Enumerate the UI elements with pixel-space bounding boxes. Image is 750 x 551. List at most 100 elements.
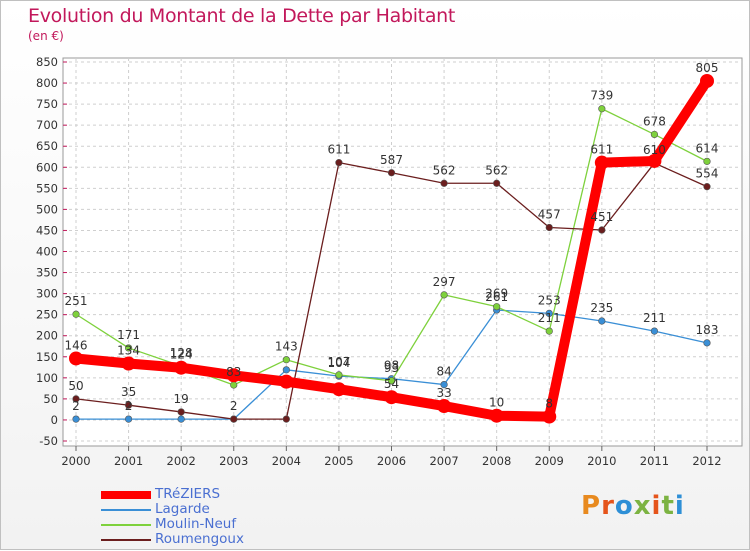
data-point bbox=[489, 408, 504, 423]
logo-letter: t bbox=[661, 491, 675, 521]
x-tick-label: 2010 bbox=[587, 454, 616, 468]
data-point bbox=[598, 105, 606, 113]
data-label: 2 bbox=[72, 399, 80, 413]
data-point bbox=[542, 409, 557, 424]
data-point bbox=[703, 339, 711, 347]
data-point bbox=[440, 380, 448, 389]
data-point bbox=[279, 374, 294, 389]
data-label: 93 bbox=[384, 361, 399, 375]
data-label: 269 bbox=[485, 287, 508, 301]
logo-letter: x bbox=[633, 491, 652, 521]
data-label: 457 bbox=[538, 207, 561, 221]
data-label: 84 bbox=[436, 365, 451, 379]
x-tick-label: 2000 bbox=[61, 454, 90, 468]
data-label: 562 bbox=[485, 163, 508, 177]
data-point bbox=[124, 415, 133, 423]
data-label: 83 bbox=[226, 365, 241, 379]
data-point bbox=[124, 401, 133, 409]
x-tick-label: 2009 bbox=[535, 454, 564, 468]
data-point bbox=[72, 310, 80, 318]
y-tick-label: 100 bbox=[36, 371, 58, 385]
x-tick-label: 2012 bbox=[692, 454, 721, 468]
data-label: 614 bbox=[696, 141, 719, 155]
data-label: 2 bbox=[230, 399, 238, 413]
data-point bbox=[493, 303, 501, 311]
x-tick-label: 2003 bbox=[219, 454, 248, 468]
data-label: 211 bbox=[538, 311, 561, 325]
x-tick-label: 2004 bbox=[272, 454, 301, 468]
data-point bbox=[335, 371, 343, 379]
x-tick-label: 2005 bbox=[324, 454, 353, 468]
y-tick-label: 800 bbox=[36, 76, 58, 90]
data-label: 678 bbox=[643, 114, 666, 128]
y-tick-label: 400 bbox=[36, 245, 58, 259]
y-tick-label: 700 bbox=[36, 118, 58, 132]
data-label: 10 bbox=[489, 396, 504, 410]
data-label: 146 bbox=[65, 338, 88, 352]
data-label: 554 bbox=[696, 167, 719, 181]
y-tick-label: 300 bbox=[36, 287, 58, 301]
data-label: 54 bbox=[384, 377, 399, 391]
data-point bbox=[230, 415, 238, 423]
legend-swatch-moulin-neuf bbox=[101, 524, 151, 526]
legend-label-moulin-neuf: Moulin-Neuf bbox=[155, 516, 237, 532]
data-point bbox=[72, 415, 80, 423]
proxiti-logo: Proxiti bbox=[581, 491, 685, 521]
data-point bbox=[387, 377, 396, 385]
y-tick-label: 850 bbox=[36, 55, 58, 69]
data-label: 739 bbox=[590, 89, 613, 103]
data-point bbox=[703, 183, 711, 191]
logo-letter: r bbox=[601, 491, 615, 521]
data-point bbox=[282, 356, 290, 364]
y-tick-label: 350 bbox=[36, 266, 58, 280]
y-tick-label: 0 bbox=[51, 413, 58, 427]
data-point bbox=[174, 360, 189, 375]
data-label: 261 bbox=[485, 290, 508, 304]
legend-swatch-treziers bbox=[101, 491, 151, 499]
data-label: 128 bbox=[170, 346, 193, 360]
y-tick-label: 600 bbox=[36, 160, 58, 174]
data-label: 611 bbox=[590, 143, 613, 157]
data-point bbox=[700, 73, 714, 88]
x-tick-label: 2008 bbox=[482, 454, 511, 468]
data-point bbox=[331, 382, 346, 397]
data-label: 33 bbox=[436, 386, 451, 400]
data-point bbox=[598, 226, 606, 234]
data-point bbox=[230, 381, 238, 389]
data-point bbox=[69, 351, 83, 366]
logo-letter: i bbox=[651, 491, 662, 521]
data-label: 98 bbox=[384, 359, 399, 373]
x-tick-label: 2001 bbox=[114, 454, 143, 468]
logo-letter: o bbox=[614, 491, 634, 521]
logo-letter: P bbox=[581, 491, 602, 521]
x-tick-label: 2006 bbox=[377, 454, 406, 468]
data-point bbox=[545, 223, 553, 232]
data-label: 451 bbox=[590, 210, 613, 224]
data-point bbox=[226, 368, 241, 383]
data-label: 610 bbox=[643, 143, 666, 157]
data-label: 134 bbox=[117, 344, 140, 358]
data-label: 171 bbox=[117, 328, 140, 342]
data-point bbox=[177, 408, 185, 416]
data-label: 104 bbox=[327, 356, 350, 370]
y-tick-label: 250 bbox=[36, 308, 58, 322]
data-label: 8 bbox=[545, 397, 553, 411]
data-label: 587 bbox=[380, 153, 403, 167]
data-label: 253 bbox=[538, 293, 561, 307]
x-tick-label: 2011 bbox=[640, 454, 669, 468]
y-tick-label: 550 bbox=[36, 181, 58, 195]
data-point bbox=[387, 169, 396, 177]
y-tick-label: 50 bbox=[43, 392, 58, 406]
data-label: 235 bbox=[590, 301, 613, 315]
x-tick-label: 2007 bbox=[429, 454, 458, 468]
data-point bbox=[598, 317, 606, 325]
data-label: 183 bbox=[696, 323, 719, 337]
data-point bbox=[493, 179, 501, 187]
chart-subtitle: (en €) bbox=[28, 29, 64, 43]
data-point bbox=[440, 179, 448, 187]
y-tick-label: 750 bbox=[36, 97, 58, 111]
chart-title: Evolution du Montant de la Dette par Hab… bbox=[28, 5, 456, 27]
y-tick-label: 150 bbox=[36, 350, 58, 364]
